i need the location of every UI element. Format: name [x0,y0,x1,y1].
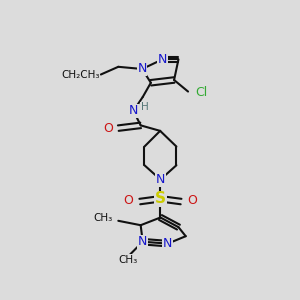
Text: N: N [163,237,172,250]
Text: O: O [124,194,134,208]
Text: S: S [155,191,166,206]
Text: N: N [156,173,165,186]
Text: H: H [141,103,148,112]
Text: N: N [129,104,138,117]
Text: CH₃: CH₃ [93,213,112,223]
Text: N: N [138,235,147,248]
Text: CH₂CH₃: CH₂CH₃ [61,70,99,80]
Text: O: O [188,194,197,208]
Text: O: O [103,122,113,135]
Text: Cl: Cl [195,86,208,99]
Text: CH₃: CH₃ [119,255,138,265]
Text: N: N [158,53,167,66]
Text: N: N [137,62,147,76]
